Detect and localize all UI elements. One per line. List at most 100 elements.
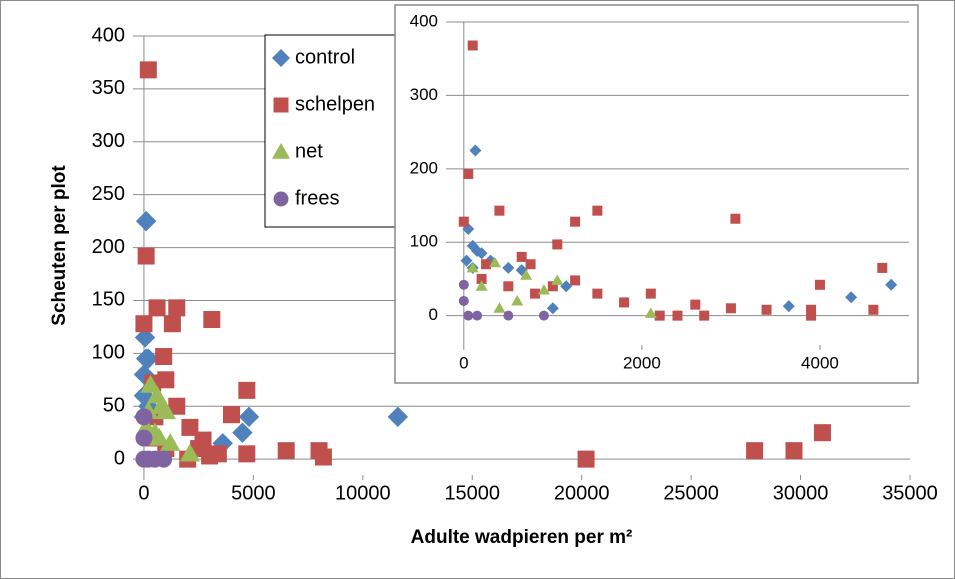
point (135, 315, 153, 333)
y-tick-label: 400 (92, 24, 125, 46)
point (525, 259, 536, 270)
x-tick-label: 35000 (882, 482, 938, 504)
point (476, 273, 487, 284)
point (238, 381, 256, 399)
y-tick-label: 400 (410, 11, 438, 30)
point (458, 295, 469, 306)
point (472, 310, 483, 321)
y-tick-label: 100 (410, 232, 438, 251)
point (471, 245, 484, 258)
point (746, 442, 764, 460)
point (885, 278, 898, 291)
point (179, 443, 201, 462)
y-tick-label: 100 (92, 342, 125, 364)
point (538, 310, 549, 321)
y-tick-label: 200 (92, 236, 125, 258)
y-tick-label: 50 (103, 395, 125, 417)
point (730, 213, 741, 224)
point (672, 310, 683, 321)
x-tick-label: 0 (459, 353, 468, 372)
point (181, 418, 199, 436)
y-tick-label: 0 (114, 447, 125, 469)
legend-label: control (295, 46, 355, 68)
point (725, 303, 736, 314)
point (277, 442, 295, 460)
point (458, 279, 469, 290)
y-tick-label: 350 (92, 77, 125, 99)
point (168, 397, 186, 415)
y-tick-label: 300 (92, 130, 125, 152)
point (163, 315, 181, 333)
point (806, 310, 817, 321)
legend-label: net (295, 140, 323, 162)
y-tick-label: 250 (92, 183, 125, 205)
point (168, 299, 186, 317)
x-tick-label: 15000 (444, 482, 500, 504)
point (137, 247, 155, 265)
point (475, 247, 488, 260)
point (814, 279, 825, 290)
point (463, 168, 474, 179)
x-tick-label: 30000 (773, 482, 829, 504)
point (155, 450, 173, 468)
point (149, 427, 170, 446)
point (222, 406, 240, 424)
point (699, 310, 710, 321)
point (868, 304, 879, 315)
point (232, 422, 253, 443)
y-tick-label: 200 (410, 158, 438, 177)
point (135, 408, 153, 426)
x-tick-label: 20000 (554, 482, 610, 504)
legend-marker (272, 49, 290, 67)
point (463, 310, 474, 321)
point (619, 297, 630, 308)
point (502, 261, 515, 274)
x-tick-label: 10000 (335, 482, 391, 504)
point (467, 40, 478, 51)
point (645, 288, 656, 299)
point (481, 259, 492, 270)
point (516, 251, 527, 262)
point (238, 406, 260, 428)
point (135, 210, 157, 232)
point (644, 307, 657, 318)
x-axis-title: Adulte wadpieren per m² (411, 527, 633, 548)
point (203, 310, 221, 328)
point (654, 310, 665, 321)
point (135, 429, 153, 447)
point (877, 262, 888, 273)
x-tick-label: 4000 (801, 353, 839, 372)
point (494, 205, 505, 216)
point (530, 288, 541, 299)
point (761, 304, 772, 315)
point (547, 281, 558, 292)
point (488, 256, 501, 268)
legend-label: schelpen (295, 93, 375, 115)
point (138, 348, 159, 369)
point (458, 216, 469, 227)
y-tick-label: 150 (92, 289, 125, 311)
point (469, 144, 482, 157)
point (387, 406, 409, 428)
legend-marker (273, 97, 289, 113)
point (201, 447, 219, 465)
point (592, 205, 603, 216)
legend-marker (272, 143, 290, 159)
point (155, 401, 177, 420)
point (560, 280, 573, 293)
point (139, 61, 157, 79)
x-tick-label: 25000 (663, 482, 719, 504)
point (148, 299, 166, 317)
point (133, 364, 155, 385)
point (551, 274, 564, 285)
y-tick-label: 300 (410, 85, 438, 104)
x-tick-label: 2000 (623, 353, 661, 372)
point (785, 442, 803, 460)
point (460, 254, 473, 267)
point (493, 302, 506, 313)
point (690, 299, 701, 310)
point (806, 304, 817, 315)
y-tick-label: 0 (429, 305, 438, 324)
point (314, 448, 332, 466)
